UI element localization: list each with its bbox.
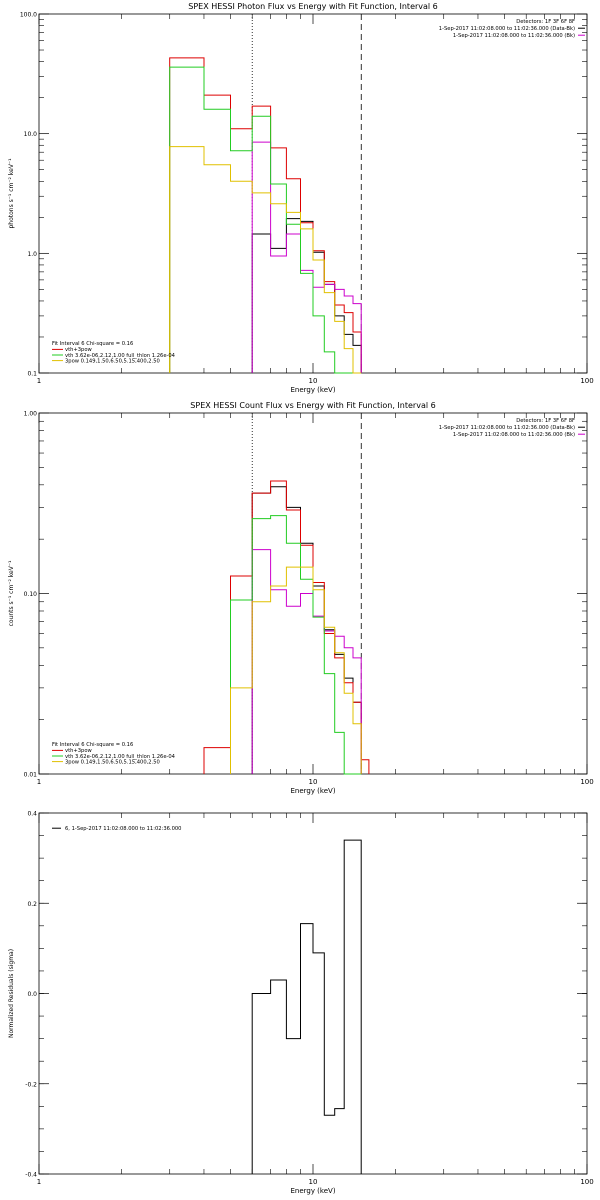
legend-label: vth 3.62e-06,2.12,1.00 full_thlon 1.26e-… (65, 353, 176, 359)
x-tick-label: 100 (580, 377, 593, 385)
plot-frame (38, 13, 588, 374)
y-axis-label: counts s⁻¹ cm⁻² keV⁻¹ (8, 560, 15, 626)
series-histogram-4 (169, 66, 362, 374)
legend-header: Fit Interval 6 Chi-square = 0.16 (52, 341, 133, 347)
x-axis: 1 10 100 (37, 14, 594, 385)
x-axis: 1 10 100 (37, 413, 594, 786)
legend-label: vth 3.62e-06,2.12,1.00 full_thlon 1.26e-… (65, 754, 176, 760)
chart-title: SPEX HESSI Photon Flux vs Energy with Fi… (188, 2, 438, 11)
y-tick-label: 0.1 (27, 371, 37, 378)
y-tick-label: 0.01 (24, 772, 38, 779)
legend-header: Fit Interval 6 Chi-square = 0.16 (52, 742, 133, 748)
x-tick-label: 10 (309, 1178, 318, 1186)
plot-frame (38, 812, 588, 1175)
series-histogram-1 (251, 218, 362, 373)
x-axis-label: Energy (keV) (290, 787, 335, 795)
y-axis: 0.1 1.0 10.0 100.0 (20, 12, 587, 378)
x-axis-label: Energy (keV) (290, 1187, 335, 1195)
y-axis-label: photons s⁻¹ cm⁻² keV⁻¹ (8, 158, 15, 229)
y-tick-label: -0.4 (25, 1172, 37, 1179)
y-tick-label: 100.0 (20, 12, 37, 19)
chart-title: SPEX HESSI Count Flux vs Energy with Fit… (190, 401, 435, 410)
y-axis: -0.4 -0.2 0.0 0.2 0.4 (25, 811, 587, 1179)
x-axis: 1 10 100 (37, 813, 594, 1186)
x-axis-label: Energy (keV) (290, 386, 335, 394)
series-histogram-3 (251, 141, 362, 373)
series-histogram-5 (230, 566, 362, 774)
info-line: Detectors: 1F 3F 6F 8F (516, 19, 575, 25)
y-tick-label: 10.0 (24, 131, 38, 138)
legend-label: 3pow 0.149,1.50,6.50,5.15,400,2.50 (65, 358, 160, 364)
chart-panel-3: 1 10 100 Energy (keV) -0.4 -0.2 0.0 0.2 0.4 Norma… (8, 811, 594, 1196)
info-line: Detectors: 1F 3F 6F 8F (516, 418, 575, 424)
y-tick-label: -0.2 (25, 1081, 37, 1088)
y-tick-label: 0.10 (24, 591, 38, 598)
x-tick-label: 10 (309, 377, 318, 385)
info-line: 1-Sep-2017 11:02:08.000 to 11:02:36.000 … (439, 26, 575, 32)
x-tick-label: 100 (580, 1178, 593, 1186)
series-histogram-5 (169, 146, 362, 374)
x-tick-label: 100 (580, 778, 593, 786)
x-tick-label: 1 (37, 1178, 41, 1186)
y-tick-label: 1.0 (27, 251, 37, 258)
y-tick-label: 0.0 (27, 991, 37, 998)
x-tick-label: 1 (37, 778, 41, 786)
legend-label: vth+3pow (65, 748, 93, 754)
legend-label: vth+3pow (65, 347, 93, 353)
series-histogram-1 (251, 839, 362, 1174)
legend-label: 3pow 0.149,1.50,6.50,5.15,400,2.50 (65, 759, 160, 765)
y-tick-label: 0.4 (27, 811, 37, 818)
y-tick-label: 0.2 (27, 901, 37, 908)
legend-label: 6, 1-Sep-2017 11:02:08.000 to 11:02:36.0… (65, 826, 181, 832)
y-axis-label: Normalized Residuals (sigma) (8, 949, 15, 1038)
y-tick-label: 1.00 (24, 411, 38, 418)
series-histogram-3 (251, 549, 362, 774)
series-histogram-1 (251, 486, 362, 774)
x-tick-label: 1 (37, 377, 41, 385)
chart-panel-2: SPEX HESSI Count Flux vs Energy with Fit… (8, 401, 594, 795)
info-line: 1-Sep-2017 11:02:08.000 to 11:02:36.000 … (453, 33, 575, 39)
series-histogram-2 (169, 57, 362, 373)
x-tick-label: 10 (309, 778, 318, 786)
y-axis: 0.01 0.10 1.00 (24, 411, 587, 779)
info-line: 1-Sep-2017 11:02:08.000 to 11:02:36.000 … (439, 425, 575, 431)
chart-panel-1: SPEX HESSI Photon Flux vs Energy with Fi… (8, 2, 594, 394)
info-line: 1-Sep-2017 11:02:08.000 to 11:02:36.000 … (453, 432, 575, 438)
series-histogram-4 (230, 515, 362, 775)
